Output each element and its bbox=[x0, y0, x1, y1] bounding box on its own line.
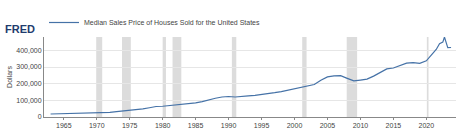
svg-text:Dollars: Dollars bbox=[6, 66, 13, 88]
svg-text:400,000: 400,000 bbox=[16, 47, 41, 54]
svg-text:1975: 1975 bbox=[122, 122, 138, 129]
svg-text:200,000: 200,000 bbox=[16, 80, 41, 87]
svg-text:1995: 1995 bbox=[254, 122, 270, 129]
svg-text:1985: 1985 bbox=[188, 122, 204, 129]
svg-text:2005: 2005 bbox=[320, 122, 336, 129]
svg-text:2000: 2000 bbox=[287, 122, 303, 129]
svg-text:2020: 2020 bbox=[419, 122, 435, 129]
svg-text:0: 0 bbox=[38, 113, 42, 120]
svg-text:1965: 1965 bbox=[56, 122, 72, 129]
svg-text:1970: 1970 bbox=[89, 122, 105, 129]
svg-text:2010: 2010 bbox=[353, 122, 369, 129]
svg-text:100,000: 100,000 bbox=[16, 97, 41, 104]
svg-text:1990: 1990 bbox=[221, 122, 237, 129]
svg-text:300,000: 300,000 bbox=[16, 63, 41, 70]
svg-text:FRED: FRED bbox=[5, 23, 35, 35]
svg-text:2015: 2015 bbox=[386, 122, 402, 129]
svg-text:1980: 1980 bbox=[155, 122, 171, 129]
svg-text:Median Sales Price of Houses S: Median Sales Price of Houses Sold for th… bbox=[84, 19, 260, 26]
